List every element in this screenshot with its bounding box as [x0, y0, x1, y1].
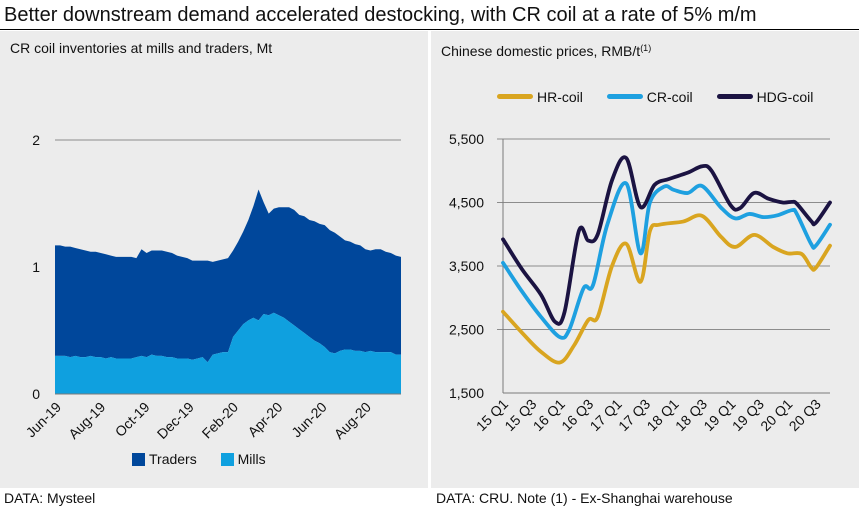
legend-hdg-coil-line — [716, 94, 753, 99]
inventory-legend: Traders Mills — [132, 450, 286, 470]
source-note-left: DATA: Mysteel — [4, 490, 96, 506]
inventory-y-tick-label: 0 — [32, 386, 40, 402]
inventory-x-tick-label: Jun-20 — [288, 399, 330, 441]
legend-mills: Mills — [220, 450, 266, 468]
inventory-x-tick-label: Jun-19 — [23, 399, 65, 441]
legend-traders-swatch — [132, 452, 145, 466]
prices-legend: HR-coil CR-coil HDG-coil — [497, 85, 833, 106]
legend-traders-label: Traders — [149, 451, 197, 467]
legend-traders: Traders — [132, 450, 197, 468]
legend-hr-coil-line — [497, 94, 533, 99]
area-mills — [55, 312, 401, 394]
source-note-right: DATA: CRU. Note (1) - Ex-Shanghai wareho… — [436, 490, 733, 506]
legend-hr-coil: HR-coil — [497, 88, 583, 106]
line-hr-coil — [501, 213, 832, 365]
headline-rule — [0, 29, 859, 30]
line-cr-coil — [501, 181, 832, 340]
legend-mills-label: Mills — [237, 451, 266, 467]
legend-hr-coil-label: HR-coil — [537, 88, 583, 105]
prices-x-tick-label: 20 Q3 — [786, 396, 824, 434]
legend-cr-coil-line — [606, 94, 643, 99]
prices-y-tick-label: 2,500 — [449, 322, 484, 338]
legend-hdg-coil: HDG-coil — [716, 88, 814, 106]
prices-y-tick-label: 3,500 — [449, 258, 484, 274]
prices-chart-panel: Chinese domestic prices, RMB/t(1) HR-coi… — [431, 31, 859, 488]
inventory-chart-panel: CR coil inventories at mills and traders… — [0, 31, 428, 488]
inventory-chart-title: CR coil inventories at mills and traders… — [10, 40, 273, 56]
inventory-y-tick-label: 2 — [32, 132, 40, 148]
legend-cr-coil: CR-coil — [606, 88, 693, 106]
inventory-x-tick-label: Aug-20 — [331, 399, 374, 442]
inventory-x-tick-label: Feb-20 — [199, 399, 242, 442]
inventory-x-tick-label: Aug-19 — [65, 399, 108, 442]
inventory-area-chart: 0 1 2 Jun-19 Aug-19 Oct-19 Dec-19 Feb-20 Apr-20 J… — [23, 132, 401, 442]
prices-y-tick-label: 1,500 — [449, 385, 484, 401]
inventory-x-tick-label: Dec-19 — [154, 399, 197, 442]
prices-chart-title-note: (1) — [640, 43, 652, 53]
legend-hdg-coil-label: HDG-coil — [756, 88, 814, 105]
prices-chart-title-text: Chinese domestic prices, RMB/t — [441, 43, 641, 59]
inventory-x-tick-label: Apr-20 — [244, 399, 285, 440]
legend-cr-coil-label: CR-coil — [646, 88, 693, 105]
line-hdg-coil — [501, 155, 832, 326]
prices-chart-title: Chinese domestic prices, RMB/t(1) — [441, 39, 651, 60]
headline: Better downstream demand accelerated des… — [4, 4, 757, 26]
prices-y-tick-label: 5,500 — [449, 131, 484, 147]
prices-y-tick-label: 4,500 — [449, 195, 484, 211]
inventory-y-tick-label: 1 — [32, 259, 40, 275]
area-traders — [55, 189, 401, 363]
legend-mills-swatch — [220, 452, 234, 466]
inventory-x-tick-label: Oct-19 — [112, 399, 153, 440]
